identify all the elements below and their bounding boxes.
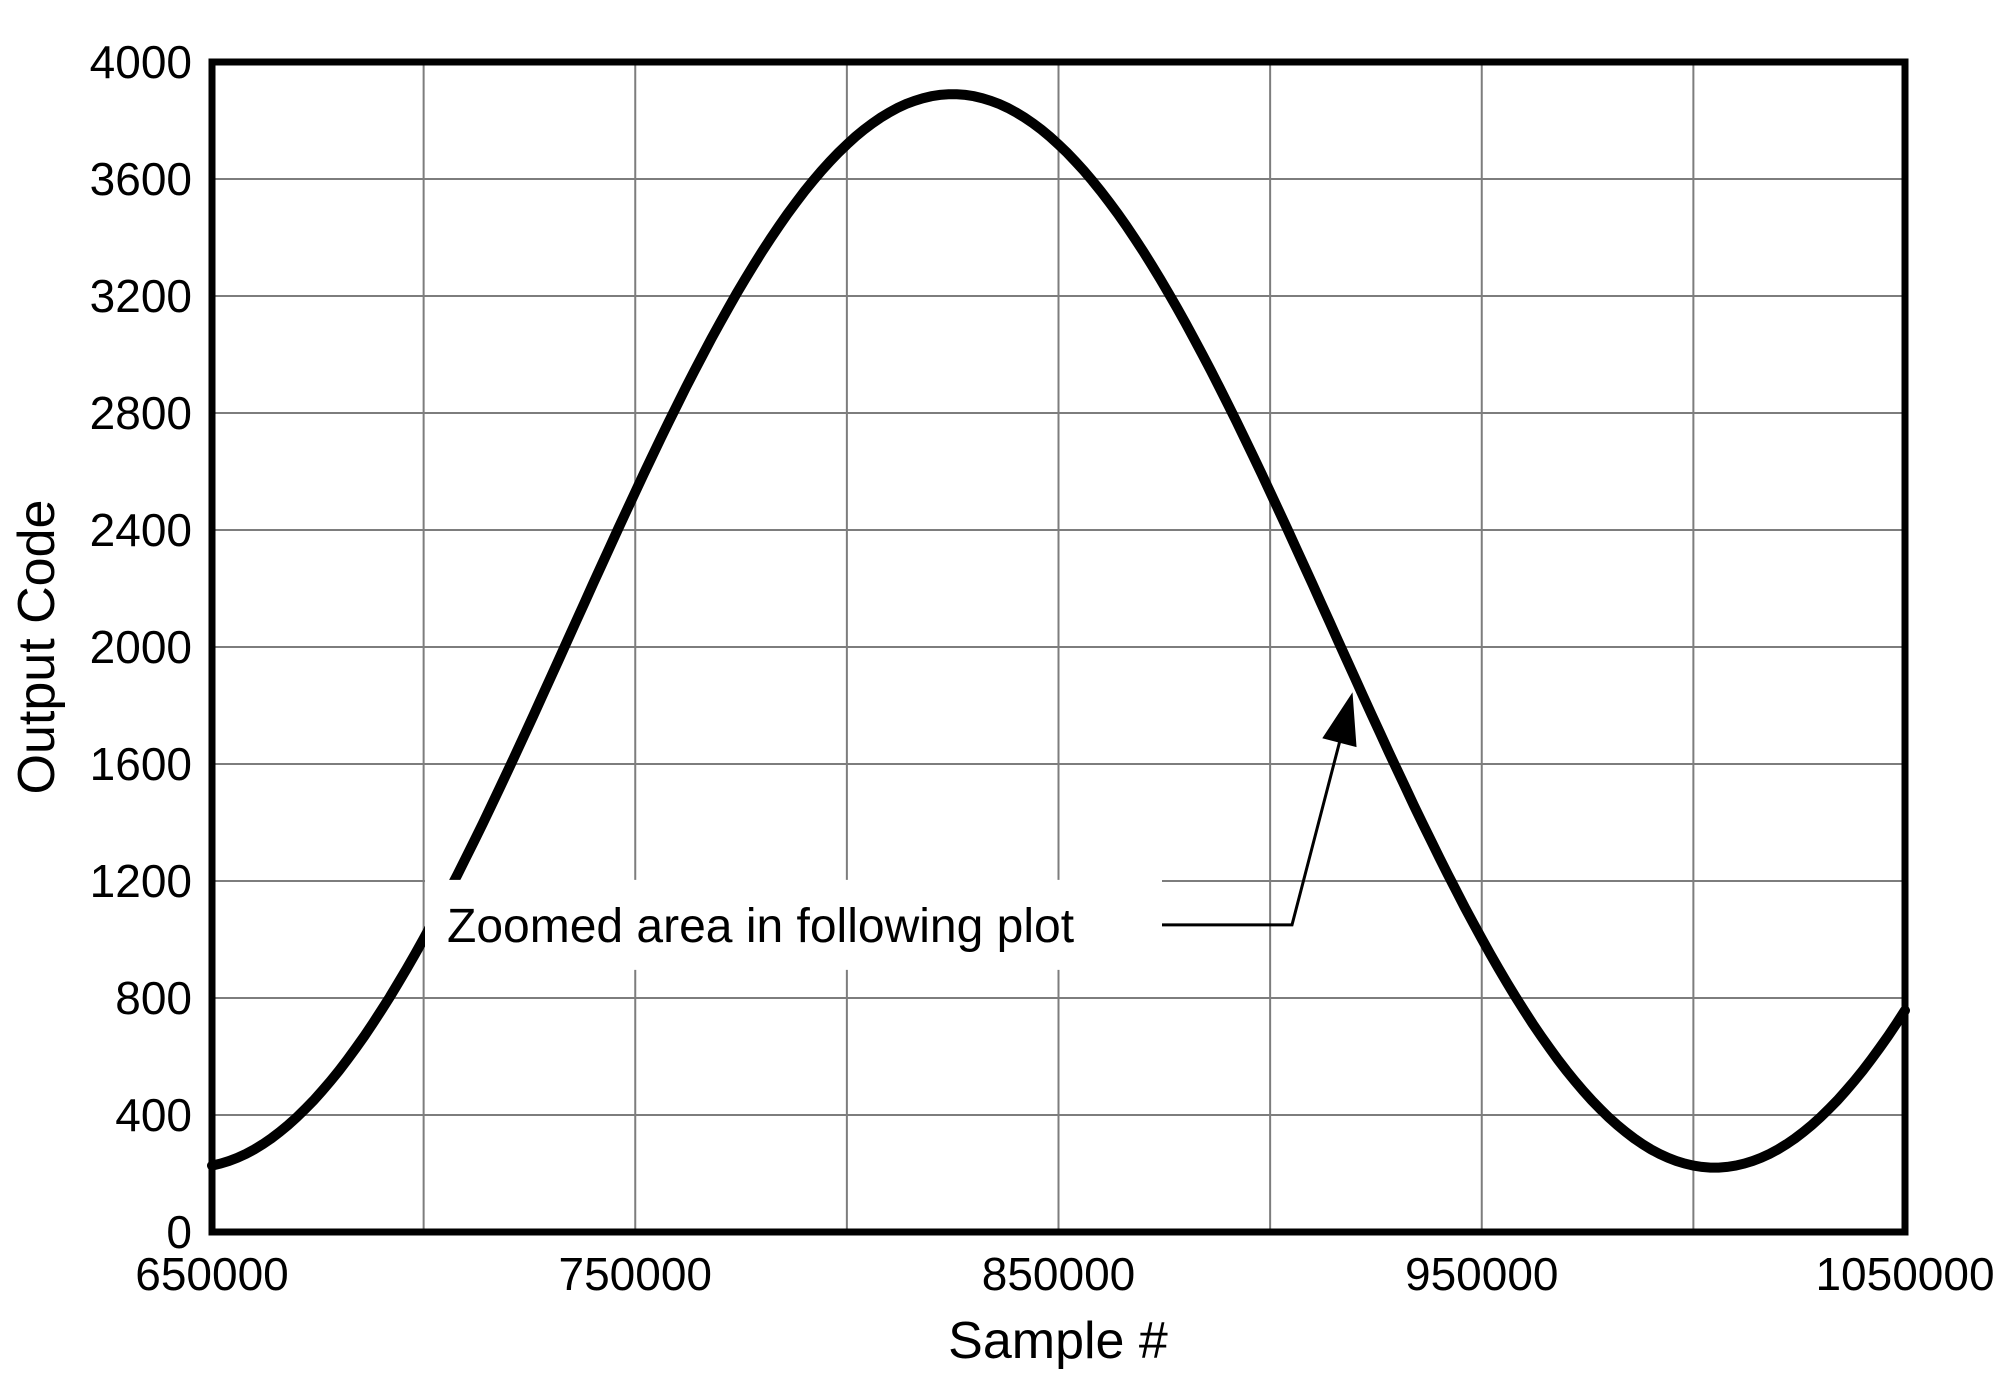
x-tick-label: 950000 (1405, 1248, 1559, 1300)
y-tick-label: 1200 (90, 855, 192, 907)
annotation-text: Zoomed area in following plot (447, 900, 1074, 953)
y-tick-labels: 0 400 800 1200 1600 2000 2400 2800 3200 3600 4000 (90, 36, 192, 1258)
x-tick-label: 1050000 (1815, 1248, 1994, 1300)
x-tick-label: 850000 (982, 1248, 1136, 1300)
x-tick-labels: 650000 750000 850000 950000 1050000 (135, 1248, 1994, 1300)
y-tick-label: 4000 (90, 36, 192, 88)
series-curve (207, 89, 1910, 1173)
y-tick-label: 800 (115, 972, 192, 1024)
x-tick-label: 650000 (135, 1248, 289, 1300)
y-tick-label: 0 (166, 1206, 192, 1258)
gridlines (212, 62, 1905, 1232)
y-tick-label: 400 (115, 1089, 192, 1141)
y-tick-label: 3600 (90, 153, 192, 205)
x-tick-label: 750000 (559, 1248, 713, 1300)
y-tick-label: 1600 (90, 738, 192, 790)
y-axis-label: Output Code (8, 500, 66, 795)
x-axis-label: Sample # (948, 1312, 1168, 1370)
y-tick-label: 3200 (90, 270, 192, 322)
y-tick-label: 2800 (90, 387, 192, 439)
annotation-callout: Zoomed area in following plot (425, 692, 1357, 970)
y-tick-label: 2000 (90, 621, 192, 673)
annotation-arrowhead (1322, 692, 1357, 748)
plot-border (208, 58, 1909, 1236)
y-tick-label: 2400 (90, 504, 192, 556)
